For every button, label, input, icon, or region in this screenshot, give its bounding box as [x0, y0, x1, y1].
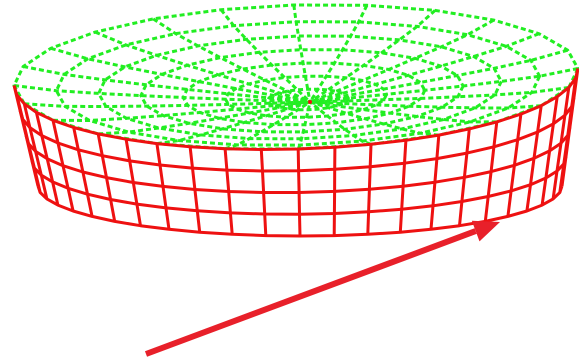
interior-meridian	[50, 46, 311, 104]
interior-meridian	[309, 18, 495, 104]
interior-meridian	[309, 67, 579, 104]
interior-meridian	[219, 8, 312, 104]
arrow-head	[471, 220, 500, 242]
exterior-meridian	[458, 128, 471, 226]
interior-meridian	[309, 9, 437, 104]
arrow-shaft	[144, 228, 477, 357]
exterior-meridian	[398, 140, 408, 233]
interior-meridian	[156, 100, 311, 146]
interior-meridian	[309, 32, 540, 104]
interior-meridian	[309, 100, 439, 137]
exterior-meridian	[366, 144, 373, 235]
interior-meridian	[309, 86, 569, 104]
interior-meridian	[22, 65, 311, 104]
interior-meridian	[309, 100, 497, 124]
exterior-meridian	[506, 113, 523, 217]
interior-meridian	[94, 30, 311, 104]
interior-meridian	[309, 48, 569, 104]
exterior-meridian	[155, 143, 171, 230]
exterior-meridian	[188, 146, 202, 233]
interior-meridian	[98, 100, 311, 136]
interior-meridian	[13, 84, 311, 104]
interior-meridian	[52, 100, 311, 123]
exterior-meridian	[72, 127, 94, 217]
pointer-arrow-icon	[144, 220, 500, 357]
interior-meridian	[309, 100, 542, 110]
exterior-meridian	[259, 149, 268, 236]
exterior-mesh	[12, 68, 579, 238]
interior-meridian	[224, 100, 311, 151]
exterior-meridian	[525, 105, 543, 212]
exterior-meridian	[551, 87, 571, 200]
exterior-meridian	[34, 112, 60, 206]
interior-ring	[97, 34, 503, 141]
interior-meridian	[292, 4, 312, 103]
exterior-meridian	[429, 134, 441, 230]
exterior-meridian	[124, 138, 142, 226]
interior-meridian	[309, 100, 372, 146]
exterior-meridian	[296, 148, 302, 237]
exterior-meridian	[12, 85, 40, 187]
exterior-meridian	[332, 147, 337, 236]
interior-meridian	[152, 17, 311, 104]
exterior-meridian	[540, 96, 559, 206]
exterior-meridian	[558, 77, 578, 193]
exterior-meridian	[22, 103, 49, 200]
exterior-meridian	[51, 119, 75, 212]
interior-mesh	[12, 3, 579, 151]
exterior-meridian	[483, 121, 499, 222]
exterior-meridian	[223, 148, 234, 235]
interior-meridian	[308, 4, 369, 103]
exterior-meridian	[96, 133, 117, 222]
interior-meridian	[24, 100, 311, 109]
apex-point	[308, 100, 312, 104]
